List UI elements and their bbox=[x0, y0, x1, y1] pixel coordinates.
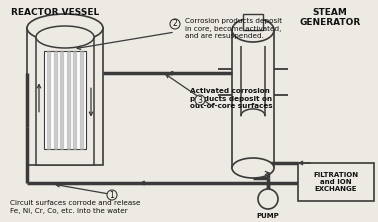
Bar bbox=[27, 28, 103, 165]
Text: 1: 1 bbox=[110, 190, 115, 200]
Bar bbox=[44, 51, 86, 149]
Circle shape bbox=[195, 95, 205, 105]
Bar bbox=[232, 30, 274, 168]
Bar bbox=[243, 14, 263, 30]
Ellipse shape bbox=[36, 26, 94, 48]
Ellipse shape bbox=[232, 158, 274, 178]
Circle shape bbox=[107, 190, 117, 200]
Text: 3: 3 bbox=[198, 95, 203, 105]
Text: Corrosion products deposit
in core, become activated,
and are resuspended.: Corrosion products deposit in core, beco… bbox=[185, 18, 282, 39]
Ellipse shape bbox=[258, 189, 278, 209]
Text: STEAM
GENERATOR: STEAM GENERATOR bbox=[299, 8, 361, 27]
Text: PUMP: PUMP bbox=[257, 213, 279, 219]
Circle shape bbox=[170, 19, 180, 29]
Ellipse shape bbox=[27, 14, 103, 42]
Bar bbox=[298, 163, 374, 201]
Text: 2: 2 bbox=[173, 20, 177, 28]
Text: FILTRATION
and ION
EXCHANGE: FILTRATION and ION EXCHANGE bbox=[313, 172, 359, 192]
Bar bbox=[36, 37, 94, 165]
Ellipse shape bbox=[232, 18, 274, 42]
Text: REACTOR VESSEL: REACTOR VESSEL bbox=[11, 8, 99, 17]
Text: Circuit surfaces corrode and release
Fe, Ni, Cr, Co, etc. into the water: Circuit surfaces corrode and release Fe,… bbox=[10, 200, 141, 214]
Text: Activated corrosion
products deposit on
out-of-core surfaces: Activated corrosion products deposit on … bbox=[190, 88, 273, 109]
